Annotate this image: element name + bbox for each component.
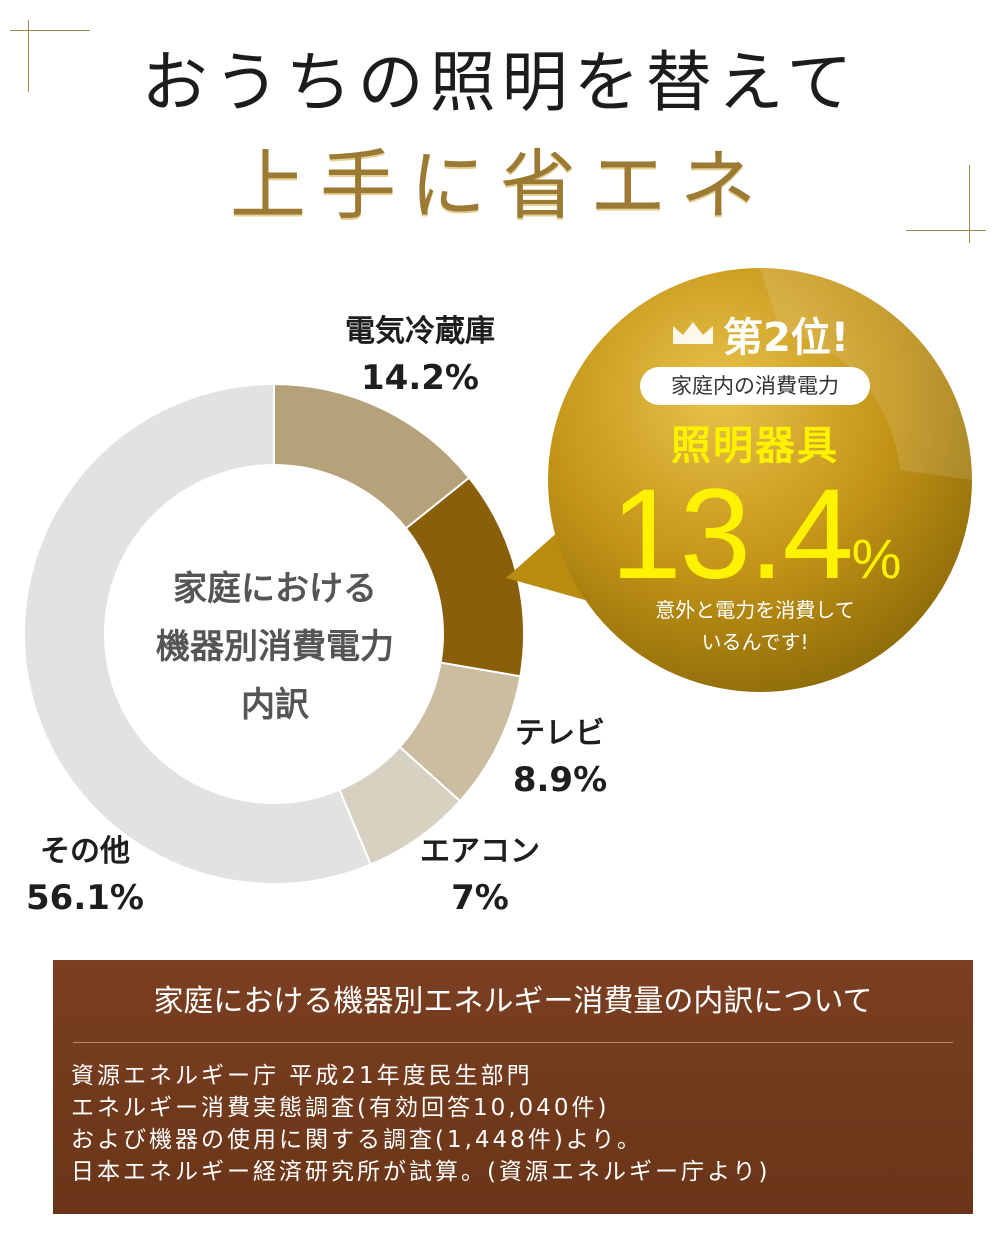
rank-badge: 第2位!: [650, 308, 870, 361]
slice-name: 電気冷蔵庫: [345, 314, 495, 349]
slice-name: その他: [40, 834, 130, 869]
title-line-1: おうちの照明を替えて: [141, 44, 859, 121]
donut-hole: [104, 464, 444, 804]
label-refrigerator: 電気冷蔵庫 14.2%: [330, 310, 510, 402]
corner-line-right-v: [969, 165, 970, 243]
callout-note-line-2: いるんです!: [701, 630, 809, 654]
lighting-label: 照明器具: [671, 423, 839, 469]
note-title: 家庭における機器別エネルギー消費量の内訳について: [153, 984, 873, 1019]
crown-icon: [672, 322, 713, 344]
center-line-3: 内訳: [241, 685, 309, 725]
household-power-pill: 家庭内の消費電力: [640, 367, 870, 405]
slice-name: テレビ: [515, 716, 605, 751]
label-tv: テレビ 8.9%: [490, 712, 630, 804]
center-line-2: 機器別消費電力: [156, 627, 394, 667]
rank-text: 第2位!: [722, 315, 850, 361]
note-line: エネルギー消費実態調査(有効回答10,040件): [71, 1095, 610, 1121]
note-divider: [73, 1042, 953, 1043]
callout-note-line-1: 意外と電力を消費して: [655, 598, 855, 622]
slice-value: 56.1%: [26, 878, 144, 918]
slice-name: エアコン: [420, 834, 540, 869]
corner-line-right-h: [906, 230, 986, 231]
callout-note: 意外と電力を消費して いるんです!: [600, 594, 910, 658]
donut-center-label: 家庭における 機器別消費電力 内訳: [115, 560, 435, 734]
label-aircon: エアコン 7%: [400, 830, 560, 922]
slice-value: 7%: [451, 878, 509, 918]
note-line: および機器の使用に関する調査(1,448件)より。: [71, 1127, 643, 1153]
source-note-box: 家庭における機器別エネルギー消費量の内訳について 資源エネルギー庁 平成21年度…: [53, 960, 973, 1214]
corner-line-top-left-v: [28, 20, 29, 92]
percent-number: 13.4: [610, 463, 854, 606]
donut-chart: [23, 268, 972, 885]
slice-value: 14.2%: [361, 358, 479, 398]
center-line-1: 家庭における: [173, 569, 377, 609]
lighting-percent: 13.4%: [590, 460, 920, 634]
label-other: その他 56.1%: [10, 830, 160, 922]
corner-line-top-left-h: [10, 30, 90, 31]
note-line: 資源エネルギー庁 平成21年度民生部門: [71, 1063, 533, 1089]
note-line: 日本エネルギー経済研究所が試算。(資源エネルギー庁より): [71, 1159, 771, 1185]
percent-sign: %: [851, 527, 902, 590]
note-lines: 資源エネルギー庁 平成21年度民生部門 エネルギー消費実態調査(有効回答10,0…: [71, 1060, 961, 1188]
title-line-2: 上手に省エネ: [230, 141, 770, 230]
slice-value: 8.9%: [512, 760, 608, 800]
